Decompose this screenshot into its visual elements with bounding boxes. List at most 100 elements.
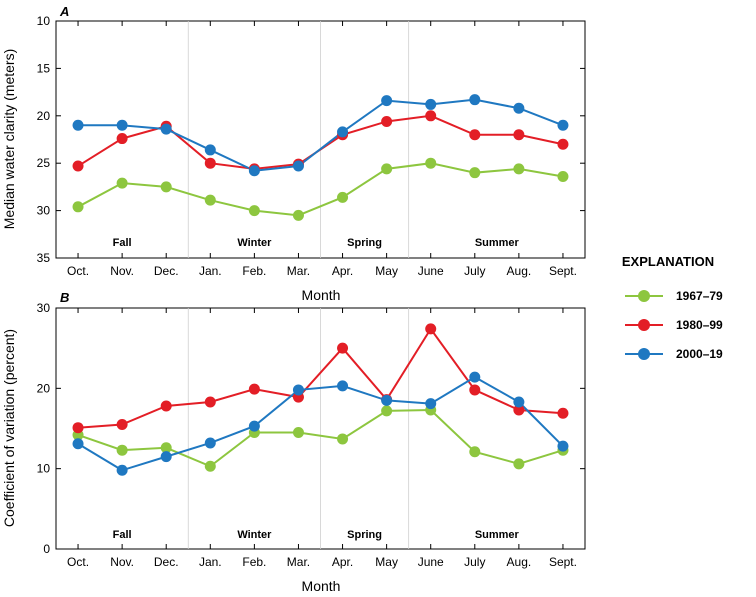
- panel-b-x-tick-label: Feb.: [242, 555, 266, 569]
- panel-a-season-label: Summer: [475, 237, 520, 249]
- panel-a-data-point: [557, 119, 569, 131]
- panel-a-data-point: [513, 129, 525, 141]
- panel-a-series-line-2000–19: [78, 98, 564, 172]
- panel-b-x-tick-label: Nov.: [110, 555, 134, 569]
- panel-b-data-point: [337, 380, 349, 392]
- panel-a-data-point: [116, 119, 128, 131]
- legend-title: EXPLANATION: [622, 254, 714, 269]
- panel-b-data-point: [513, 404, 525, 416]
- panel-a-x-axis-label: Month: [302, 287, 341, 303]
- panel-a-data-point: [381, 163, 393, 175]
- panel-b-x-tick-label: Aug.: [507, 555, 532, 569]
- panel-b-season-label: Summer: [475, 529, 520, 541]
- panel-b-series-line-2000–19: [77, 375, 564, 472]
- panel-a-x-tick-label: Dec.: [154, 264, 179, 278]
- panel-a-chart: A Median water clarity (meters) Month Fa…: [1, 4, 586, 303]
- panel-a-data-point: [337, 126, 349, 138]
- panel-b-label: B: [60, 290, 69, 305]
- panel-a-y-axis-label: Median water clarity (meters): [1, 49, 17, 230]
- panel-a-y-tick-label: 15: [37, 61, 51, 75]
- panel-b-x-tick-label: Jan.: [199, 555, 222, 569]
- panel-b-data-point: [116, 464, 128, 476]
- panel-a-y-tick-label: 20: [37, 109, 51, 123]
- panel-b-x-tick-label: Apr.: [332, 555, 353, 569]
- panel-b-data-point: [425, 398, 437, 410]
- panel-a-x-tick-label: Jan.: [199, 264, 222, 278]
- panel-b-data-point: [204, 437, 216, 449]
- legend-marker: [638, 290, 650, 302]
- panel-b-data-point: [292, 427, 304, 439]
- panel-b-data-point: [204, 460, 216, 472]
- panel-a-data-point: [337, 191, 349, 203]
- panel-a-data-point: [557, 138, 569, 150]
- panel-b-chart: B Coefficient of variation (percent) Mon…: [1, 290, 586, 594]
- panel-a-data-point: [160, 123, 172, 135]
- panel-a-x-tick-label: May: [375, 264, 398, 278]
- panel-a-x-tick-label: Mar.: [287, 264, 310, 278]
- panel-a-x-tick-label: Oct.: [67, 264, 89, 278]
- panel-b-x-axis-label: Month: [302, 578, 341, 594]
- legend-marker: [638, 319, 650, 331]
- panel-a-data-point: [160, 181, 172, 193]
- panel-b-y-tick-label: 20: [37, 381, 51, 395]
- panel-b-data-point: [557, 440, 569, 452]
- panel-a-data-point: [204, 194, 216, 206]
- panel-b-x-tick-label: Dec.: [154, 555, 179, 569]
- panel-a-data-point: [292, 160, 304, 172]
- panel-a-data-point: [425, 157, 437, 169]
- panel-a-x-tick-label: Nov.: [110, 264, 134, 278]
- panel-b-data-point: [292, 384, 304, 396]
- panel-b-data-point: [160, 442, 172, 454]
- panel-b-data-point: [557, 407, 569, 419]
- panel-b-x-tick-label: Mar.: [287, 555, 310, 569]
- panel-b-y-tick-label: 30: [37, 301, 51, 315]
- panel-b-x-tick-label: July: [464, 555, 485, 569]
- panel-b-data-point: [72, 438, 84, 450]
- panel-a-series-line-1967–79: [77, 162, 564, 217]
- panel-b-series-line-1980–99: [77, 327, 564, 429]
- panel-a-data-point: [425, 110, 437, 122]
- panel-a-data-point: [513, 102, 525, 114]
- panel-b-data-point: [337, 342, 349, 354]
- panel-b-season-label: Winter: [237, 529, 272, 541]
- panel-b-data-point: [513, 458, 525, 470]
- panel-b-data-point: [381, 394, 393, 406]
- legend-marker: [638, 348, 650, 360]
- panel-a-data-point: [204, 157, 216, 169]
- panel-b-data-point: [469, 371, 481, 383]
- panel-a-y-tick-label: 10: [37, 14, 51, 28]
- panel-b-season-label: Fall: [113, 529, 132, 541]
- panel-a-data-point: [513, 163, 525, 175]
- panel-b-y-tick-label: 0: [43, 542, 50, 556]
- panel-a-x-tick-label: Sept.: [549, 264, 577, 278]
- panel-a-data-point: [469, 129, 481, 141]
- panel-b-data-point: [469, 384, 481, 396]
- panel-b-series-line-1967–79: [77, 409, 564, 468]
- panel-b-data-point: [116, 444, 128, 456]
- legend-item-label: 1967–79: [676, 289, 723, 303]
- panel-b-y-axis-label: Coefficient of variation (percent): [1, 329, 17, 527]
- panel-a-x-tick-label: Apr.: [332, 264, 353, 278]
- panel-b-data-point: [160, 400, 172, 412]
- panel-a-data-point: [72, 160, 84, 172]
- panel-b-x-tick-label: Sept.: [549, 555, 577, 569]
- panel-b-data-point: [204, 396, 216, 408]
- panel-b-data-point: [248, 383, 260, 395]
- legend: EXPLANATION 1967–79 1980–99 2000–19: [622, 254, 723, 361]
- panel-b-data-point: [160, 451, 172, 463]
- panel-a-season-label: Fall: [113, 237, 132, 249]
- panel-a-data-point: [469, 167, 481, 179]
- panel-b-data-point: [116, 418, 128, 430]
- panel-a-y-tick-label: 35: [37, 251, 51, 265]
- panel-a-x-tick-label: Aug.: [507, 264, 532, 278]
- panel-a-season-label: Winter: [237, 237, 272, 249]
- panel-a-data-point: [469, 94, 481, 106]
- panel-b-data-point: [425, 323, 437, 335]
- panel-a-x-tick-label: June: [418, 264, 444, 278]
- panel-b-x-tick-label: Oct.: [67, 555, 89, 569]
- panel-b-x-tick-label: June: [418, 555, 444, 569]
- panel-a-y-tick-label: 25: [37, 156, 51, 170]
- panel-a-data-point: [425, 98, 437, 110]
- panel-b-x-tick-label: May: [375, 555, 398, 569]
- panel-b-season-label: Spring: [347, 529, 382, 541]
